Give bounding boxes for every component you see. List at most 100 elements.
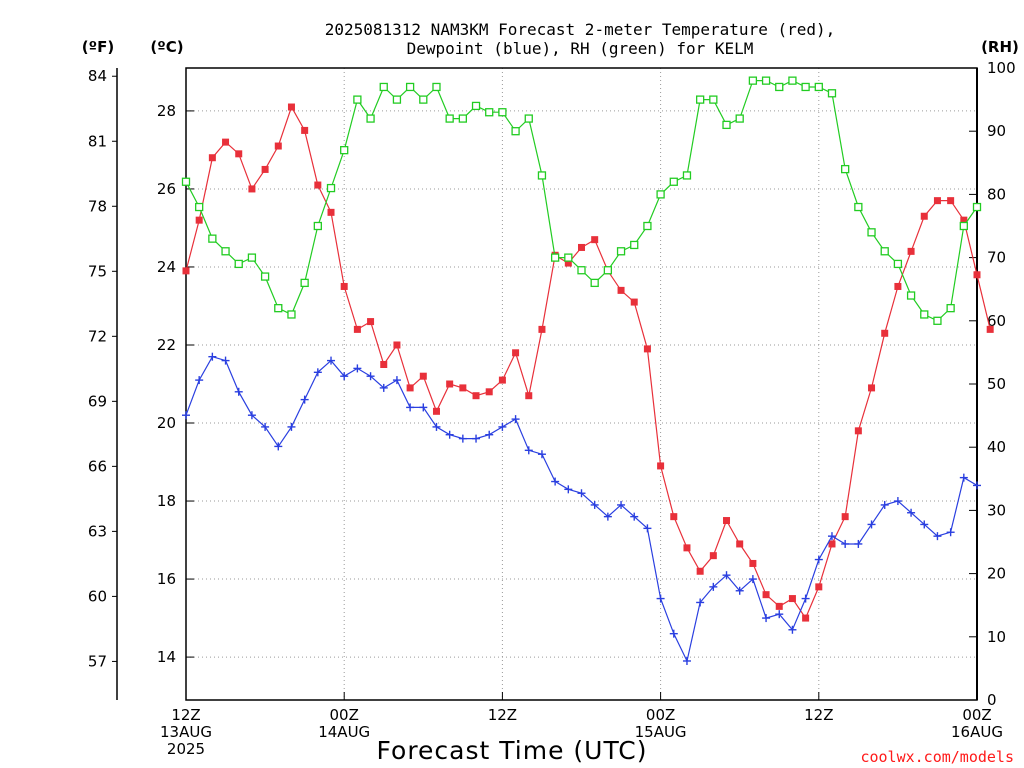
dewpoint-point <box>208 352 217 361</box>
dewpoint-point <box>643 524 652 533</box>
temperature-point <box>248 185 256 193</box>
rh-point <box>379 82 388 92</box>
c-tick-label: 26 <box>157 180 176 198</box>
rh-point <box>735 114 744 123</box>
rh-point <box>854 202 863 212</box>
temperature-point <box>578 243 585 251</box>
rh-point <box>353 95 362 104</box>
x-tick-label-line: 13AUG <box>160 723 212 741</box>
temperature-point <box>564 259 572 267</box>
rh-point <box>274 304 283 313</box>
rh-point <box>775 82 784 92</box>
dewpoint-point <box>735 586 744 595</box>
rh-point <box>709 95 718 104</box>
temperature-point <box>367 318 375 326</box>
temperature-point <box>472 392 480 400</box>
x-tick-label-line: 00Z <box>646 706 675 724</box>
dewpoint-point <box>841 539 850 548</box>
temperature-point <box>459 384 467 392</box>
rh-point <box>682 171 692 180</box>
rh-point <box>630 240 639 250</box>
dewpoint-point <box>485 430 494 439</box>
rh-tick-label: 40 <box>987 438 1006 456</box>
rh-tick-label: 20 <box>987 565 1006 583</box>
rh-point <box>880 247 889 256</box>
x-tick-label: 12Z <box>804 706 833 724</box>
temperature-point <box>802 614 810 622</box>
rh-point <box>841 164 850 174</box>
temperature-point <box>749 559 757 567</box>
dewpoint-point <box>564 485 573 494</box>
temperature-point <box>195 216 203 224</box>
dewpoint-point <box>498 422 507 431</box>
x-tick-label-line: 12Z <box>488 706 517 724</box>
data-series <box>181 76 994 665</box>
rh-point <box>326 183 336 193</box>
x-tick-label-line: 12Z <box>804 706 833 724</box>
f-tick-label: 81 <box>88 132 107 150</box>
dewpoint-point <box>709 582 718 591</box>
temperature-point <box>815 583 823 591</box>
temperature-point <box>617 286 625 294</box>
rh-tick-label: 50 <box>987 375 1006 393</box>
temperature-point <box>881 329 889 337</box>
dewpoint-point <box>524 446 533 455</box>
temperature-point <box>222 138 230 146</box>
rh-point <box>959 221 968 231</box>
temperature-point <box>709 552 717 560</box>
temperature-point <box>287 103 295 111</box>
rh-point <box>537 171 547 180</box>
dewpoint-point <box>458 434 467 443</box>
f-tick-label: 72 <box>88 327 107 345</box>
dewpoint-point <box>234 387 243 396</box>
f-tick-label: 84 <box>88 67 107 85</box>
rh-point <box>643 221 652 231</box>
rh-point <box>972 202 982 212</box>
f-tick-label: 75 <box>88 262 107 280</box>
temperature-point <box>274 142 282 150</box>
dewpoint-point <box>577 489 586 498</box>
f-tick-label: 69 <box>88 392 107 410</box>
rh-point <box>696 95 705 104</box>
dewpoint-point <box>920 520 929 529</box>
temperature-point <box>736 540 744 548</box>
f-tick-label: 63 <box>88 522 107 540</box>
series-rh <box>181 76 982 325</box>
f-tick-label: 60 <box>88 587 107 605</box>
rh-point <box>827 89 837 98</box>
dewpoint-point <box>287 422 296 431</box>
dewpoint-point <box>195 376 204 385</box>
dewpoint-point <box>221 356 230 365</box>
dewpoint-point <box>327 356 336 365</box>
rh-point <box>471 101 481 111</box>
c-tick-label: 16 <box>157 570 176 588</box>
dewpoint-point <box>814 555 823 564</box>
rh-point <box>814 82 823 92</box>
f-tick-label: 57 <box>88 652 107 670</box>
rh-point <box>432 82 441 92</box>
temperature-point <box>841 513 849 521</box>
temperature-point <box>235 150 243 158</box>
temperature-point <box>788 595 796 603</box>
temperature-point <box>933 197 941 205</box>
dewpoint-point <box>274 442 283 451</box>
dewpoint-point <box>748 575 757 584</box>
temperature-point <box>353 325 361 333</box>
rh-point <box>748 76 758 85</box>
rh-point <box>893 259 903 269</box>
dewpoint-point <box>445 430 454 439</box>
dewpoint-point <box>340 372 349 381</box>
x-tick-label: 00Z 16AUG <box>951 706 1003 741</box>
x-tick-label-line: 12Z <box>171 706 200 724</box>
temperature-point <box>538 325 546 333</box>
rh-point <box>392 95 402 104</box>
temperature-point <box>432 407 440 415</box>
rh-point <box>498 108 507 117</box>
x-tick-label: 00Z 14AUG <box>318 706 370 741</box>
rh-point <box>669 177 678 186</box>
rh-point <box>485 108 494 117</box>
x-tick-label: 12Z <box>488 706 517 724</box>
temperature-point <box>920 212 928 220</box>
temperature-point <box>630 298 638 306</box>
rh-tick-label: 10 <box>987 628 1006 646</box>
